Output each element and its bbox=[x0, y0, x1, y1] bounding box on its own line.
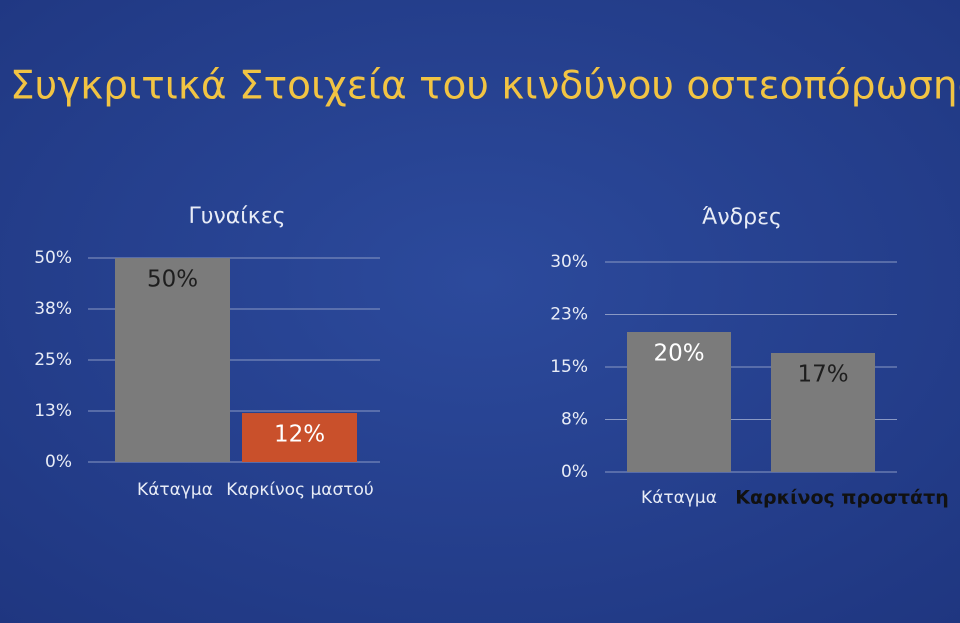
bar bbox=[242, 413, 357, 462]
slide-title: Συγκριτικά Στοιχεία του κινδύνου οστεοπό… bbox=[10, 64, 960, 109]
chart-title: Γυναίκες bbox=[189, 204, 286, 229]
y-tick-label: 23% bbox=[550, 305, 588, 325]
x-tick-label: Κάταγμα bbox=[641, 488, 717, 508]
value-label: 17% bbox=[797, 362, 848, 388]
bar bbox=[771, 353, 875, 472]
value-label: 50% bbox=[147, 267, 198, 293]
y-tick-label: 0% bbox=[45, 452, 72, 472]
value-label: 20% bbox=[653, 341, 704, 367]
y-tick-label: 15% bbox=[550, 357, 588, 377]
y-tick-label: 30% bbox=[550, 252, 588, 272]
y-tick-label: 50% bbox=[34, 248, 72, 268]
x-tick-label: Κάταγμα bbox=[137, 480, 213, 500]
bar bbox=[115, 258, 230, 462]
value-label: 12% bbox=[274, 422, 325, 448]
x-tick-label: Καρκίνος μαστού bbox=[226, 480, 373, 500]
y-tick-label: 8% bbox=[561, 410, 588, 430]
y-tick-label: 13% bbox=[34, 401, 72, 421]
y-tick-label: 0% bbox=[561, 462, 588, 482]
bar bbox=[627, 332, 731, 472]
y-tick-label: 25% bbox=[34, 350, 72, 370]
chart-title: Άνδρες bbox=[702, 205, 782, 230]
y-tick-label: 38% bbox=[34, 299, 72, 319]
x-tick-label: Καρκίνος προστάτη bbox=[735, 487, 948, 509]
